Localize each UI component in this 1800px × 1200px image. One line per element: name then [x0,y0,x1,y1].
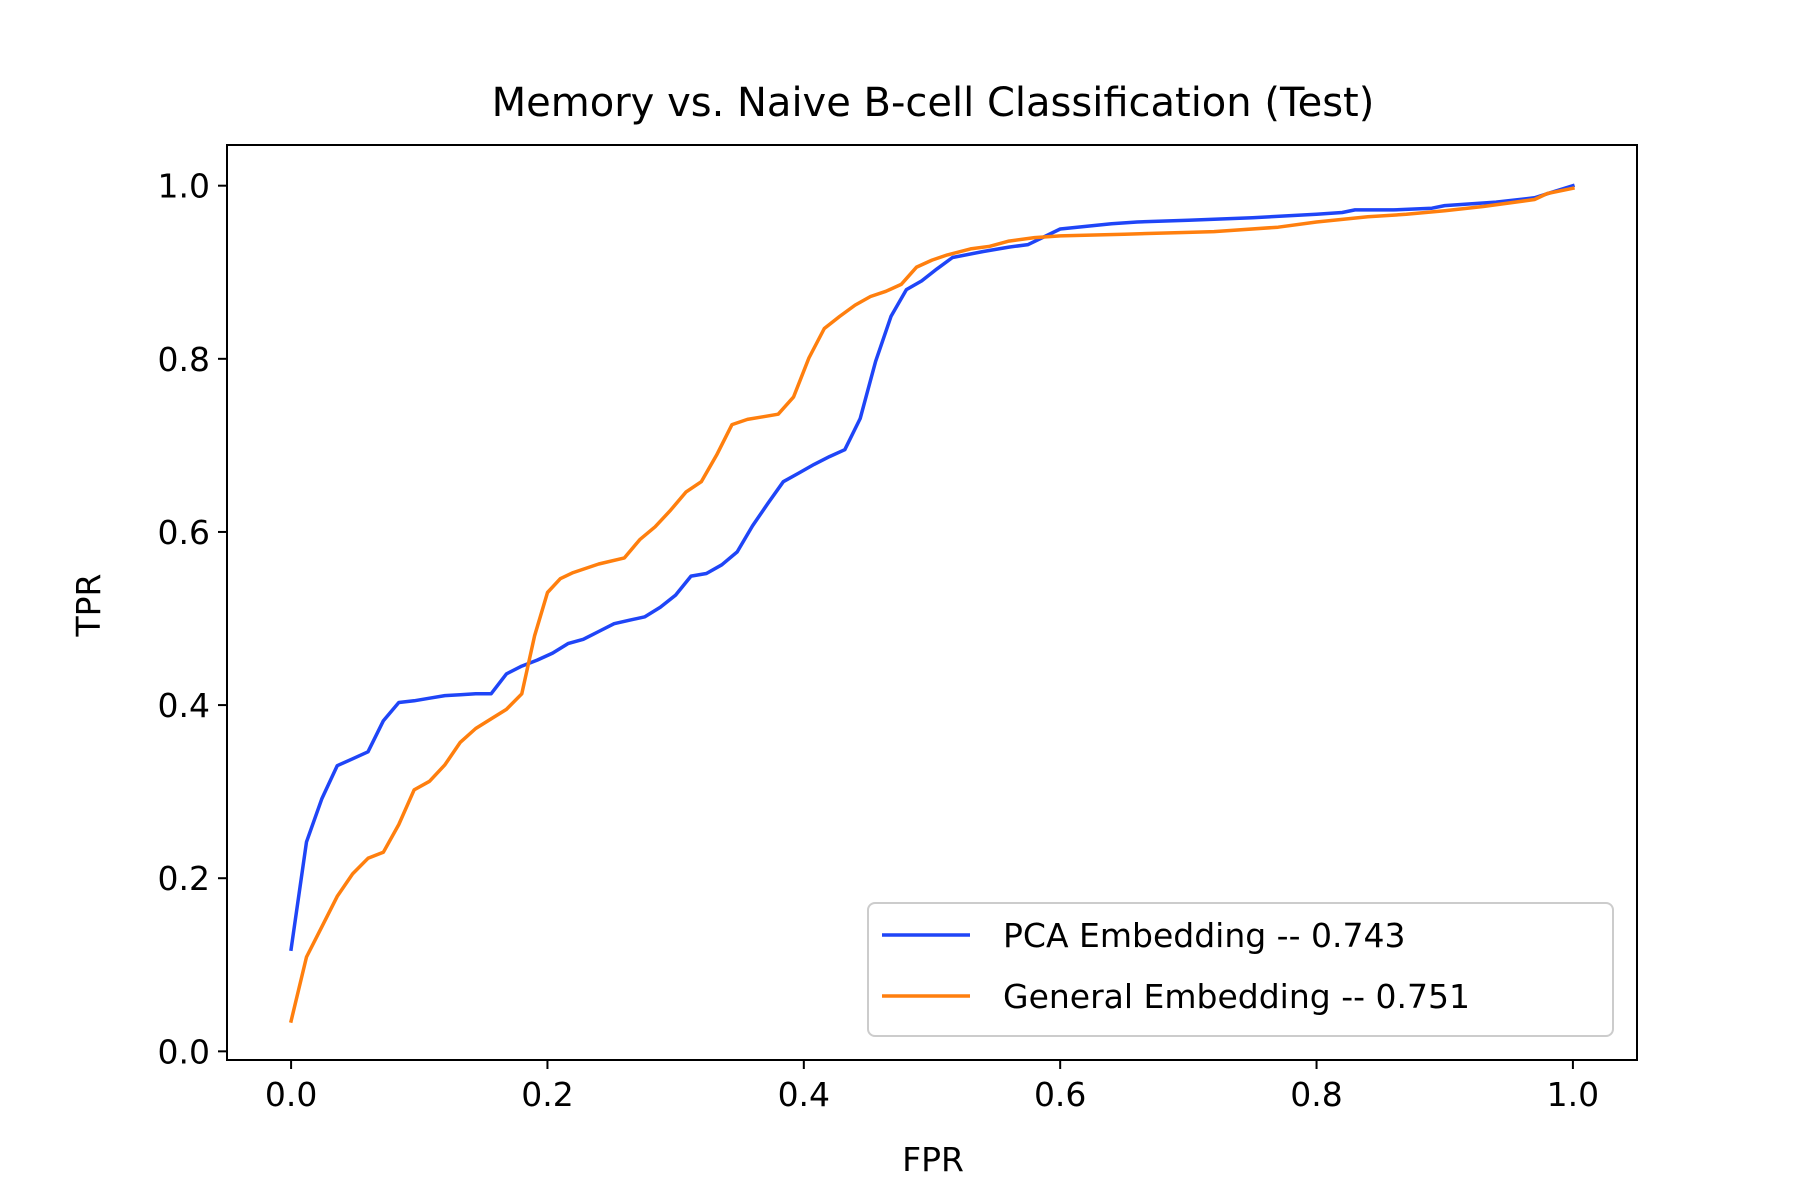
y-tick-label: 0.0 [158,1032,210,1071]
plot-frame [226,144,1638,1061]
x-axis-label: FPR [902,1140,964,1179]
y-axis-label: TPR [69,574,108,638]
chart-title: Memory vs. Naive B-cell Classification (… [492,80,1375,126]
x-tick-label: 0.4 [778,1075,830,1114]
series-line-pca-embedding [289,183,1576,952]
legend-label-pca-embedding: PCA Embedding -- 0.743 [1003,916,1405,955]
y-tick-label: 0.4 [158,686,210,725]
legend-label-general-embedding: General Embedding -- 0.751 [1003,977,1470,1016]
y-tick-label: 0.6 [158,513,210,552]
legend: PCA Embedding -- 0.743 General Embedding … [867,902,1614,1037]
x-tick-label: 0.6 [1034,1075,1086,1114]
x-tick-label: 1.0 [1547,1075,1599,1114]
y-axis-ticks: 0.0 0.2 0.4 0.6 0.8 1.0 [158,167,227,1071]
series-layer [288,183,1576,1024]
x-axis-ticks: 0.0 0.2 0.4 0.6 0.8 1.0 [265,1060,1599,1114]
legend-box [867,902,1614,1037]
x-tick-label: 0.0 [265,1075,317,1114]
y-tick-label: 0.8 [158,340,210,379]
series-line-general-embedding [288,186,1575,1024]
x-tick-label: 0.8 [1290,1075,1342,1114]
x-tick-label: 0.2 [521,1075,573,1114]
y-tick-label: 0.2 [158,859,210,898]
y-tick-label: 1.0 [158,167,210,206]
